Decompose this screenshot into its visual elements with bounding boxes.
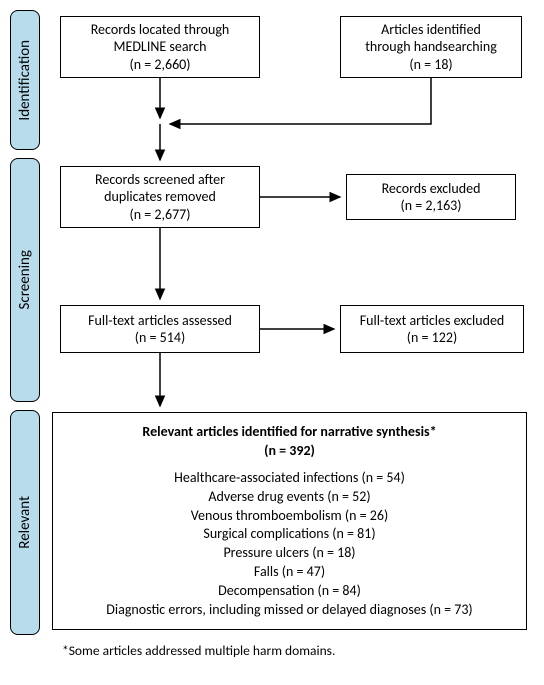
phase-relevant-text: Relevant [16, 496, 34, 549]
relevant-title: Relevant articles identified for narrati… [61, 423, 518, 461]
relevant-item: Decompensation (n = 84) [61, 582, 518, 601]
phase-identification-text: Identification [16, 40, 34, 121]
box-relevant: Relevant articles identified for narrati… [52, 412, 527, 630]
text: through handsearching [365, 38, 497, 56]
relevant-item: Adverse drug events (n = 52) [61, 488, 518, 507]
text: (n = 18) [409, 56, 452, 74]
text: duplicates removed [104, 188, 216, 206]
text: MEDLINE search [114, 38, 207, 56]
text: Articles identified [381, 21, 481, 39]
relevant-item: Venous thromboembolism (n = 26) [61, 507, 518, 526]
box-records-excluded: Records excluded (n = 2,163) [346, 174, 516, 220]
box-fulltext-excluded: Full-text articles excluded (n = 122) [340, 305, 524, 353]
relevant-item: Surgical complications (n = 81) [61, 525, 518, 544]
relevant-item: Diagnostic errors, including missed or d… [61, 601, 518, 620]
text: (n = 2,163) [400, 197, 461, 215]
text: (n = 2,677) [129, 206, 190, 224]
relevant-item: Healthcare-associated infections (n = 54… [61, 469, 518, 488]
box-fulltext-assessed: Full-text articles assessed (n = 514) [60, 305, 260, 353]
text: Records screened after [95, 171, 225, 189]
text: Records located through [91, 21, 230, 39]
prisma-flow-diagram: Identification Screening Relevant Record… [10, 10, 534, 675]
text: (n = 514) [135, 329, 185, 347]
phase-screening: Screening [10, 158, 40, 402]
relevant-item: Pressure ulcers (n = 18) [61, 544, 518, 563]
text: Full-text articles excluded [360, 312, 505, 330]
text: (n = 122) [407, 329, 457, 347]
text: Relevant articles identified for narrati… [61, 423, 518, 442]
box-handsearch: Articles identified through handsearchin… [340, 16, 522, 78]
text: (n = 392) [61, 442, 518, 461]
box-medline: Records located through MEDLINE search (… [60, 16, 260, 78]
footnote: *Some articles addressed multiple harm d… [62, 642, 335, 659]
text: Full-text articles assessed [88, 312, 232, 330]
text: Records excluded [382, 180, 481, 198]
box-screened: Records screened after duplicates remove… [60, 166, 260, 228]
text: (n = 2,660) [129, 56, 190, 74]
relevant-item: Falls (n = 47) [61, 563, 518, 582]
phase-screening-text: Screening [16, 250, 34, 309]
phase-relevant: Relevant [10, 410, 40, 635]
phase-identification: Identification [10, 10, 40, 150]
